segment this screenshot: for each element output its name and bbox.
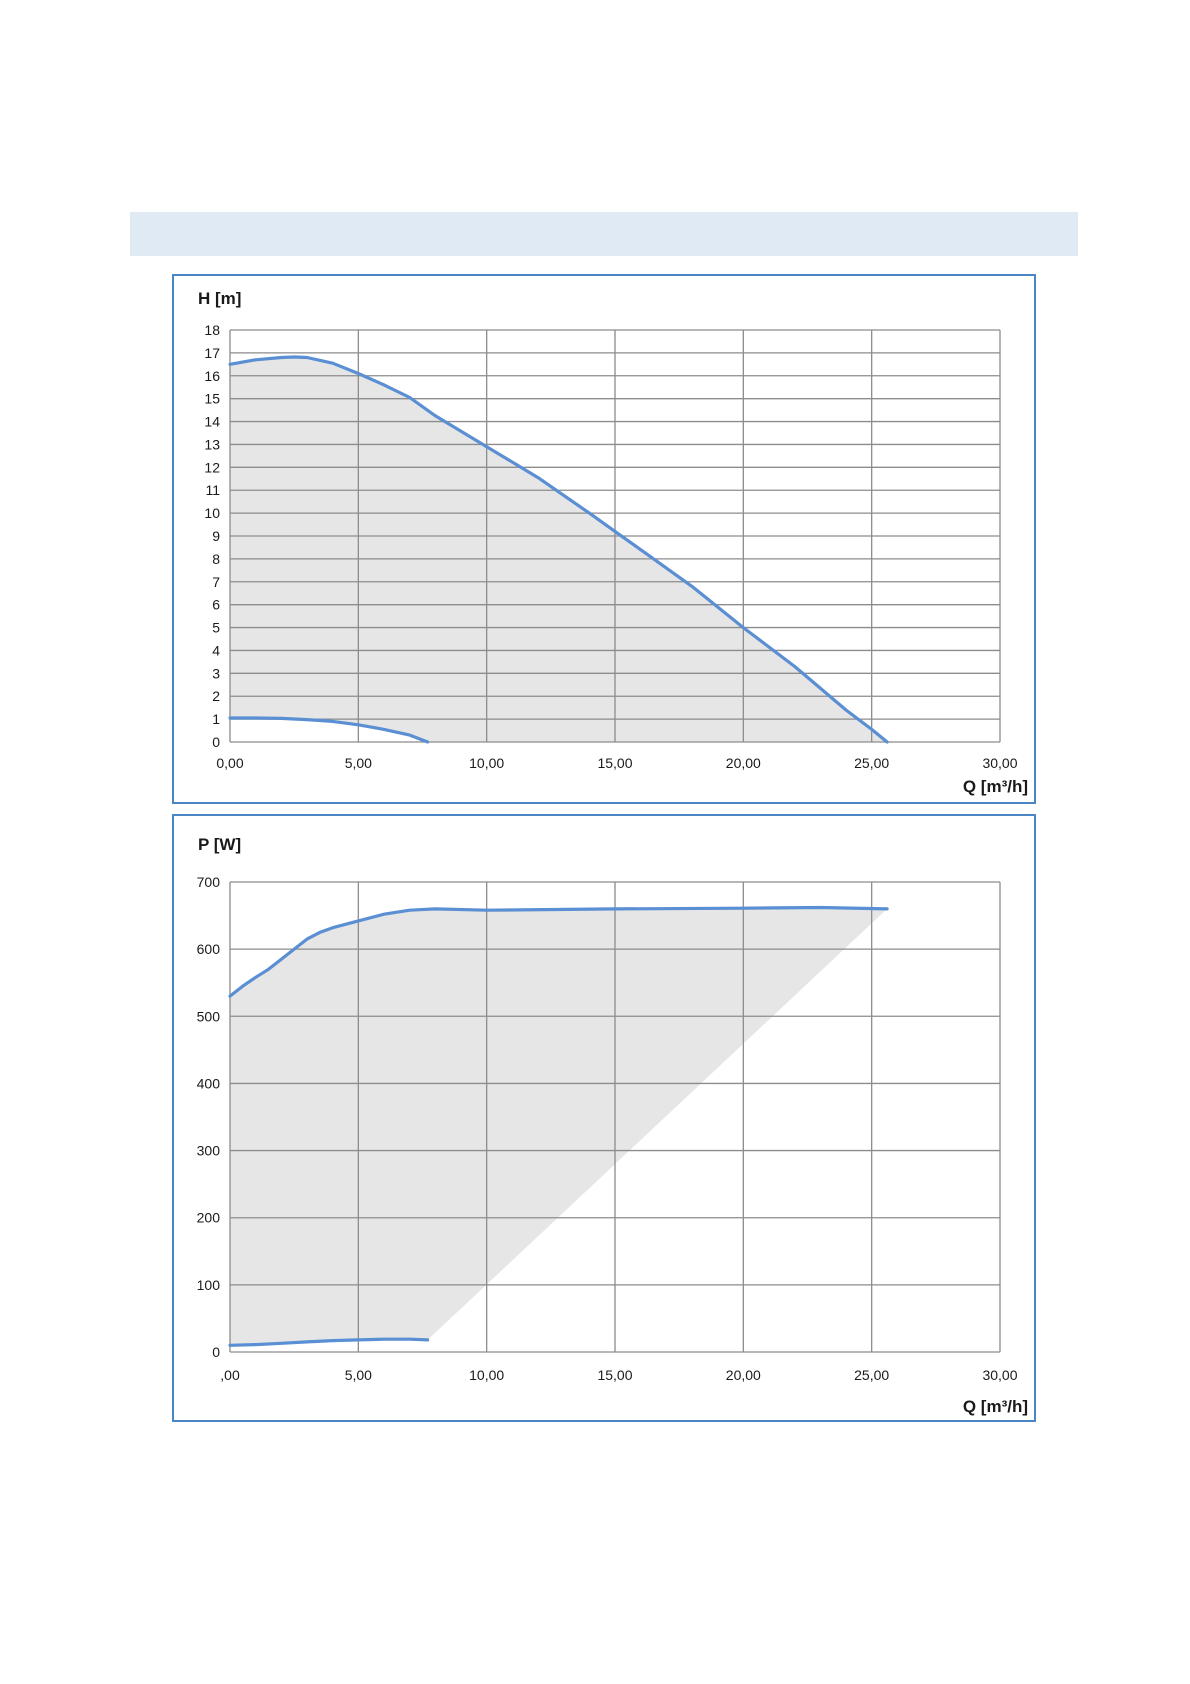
x-axis-title: Q [m³/h] bbox=[963, 1397, 1028, 1416]
y-tick-label: 10 bbox=[204, 505, 220, 521]
y-tick-label: 200 bbox=[197, 1210, 221, 1226]
x-tick-label: 20,00 bbox=[726, 1367, 761, 1383]
y-tick-label: 400 bbox=[197, 1075, 221, 1091]
y-axis-title: H [m] bbox=[198, 289, 241, 308]
y-tick-label: 16 bbox=[204, 368, 220, 384]
y-tick-label: 6 bbox=[212, 597, 220, 613]
head-flow-chart-panel: 0 1 2 3 4 5 6 7 8 9 10 11 12 13 14 15 16 17 18 0,00 5,00 10,0… bbox=[172, 274, 1036, 804]
x-tick-label: ,00 bbox=[220, 1367, 240, 1383]
y-tick-label: 8 bbox=[212, 551, 220, 567]
min-curve bbox=[228, 716, 430, 744]
x-axis-title: Q [m³/h] bbox=[963, 777, 1028, 796]
y-tick-label: 15 bbox=[204, 391, 220, 407]
y-tick-label: 5 bbox=[212, 620, 220, 636]
x-tick-label: 25,00 bbox=[854, 755, 889, 771]
y-tick-label: 100 bbox=[197, 1277, 221, 1293]
x-tick-label: 25,00 bbox=[854, 1367, 889, 1383]
x-tick-label: 15,00 bbox=[597, 1367, 632, 1383]
y-tick-label: 9 bbox=[212, 528, 220, 544]
x-tick-label: 10,00 bbox=[469, 755, 504, 771]
operating-area bbox=[230, 907, 888, 1346]
x-tick-label: 30,00 bbox=[982, 1367, 1017, 1383]
x-tick-label: 30,00 bbox=[982, 755, 1017, 771]
x-tick-label: 10,00 bbox=[469, 1367, 504, 1383]
power-flow-chart: 0 100 200 300 400 500 600 700 ,00 5,00 10,00 15,00 2… bbox=[197, 835, 1028, 1416]
section-header-band bbox=[130, 212, 1078, 256]
y-tick-label: 13 bbox=[204, 436, 220, 452]
x-tick-label: 20,00 bbox=[726, 755, 761, 771]
y-tick-label: 700 bbox=[197, 874, 221, 890]
y-tick-label: 1 bbox=[212, 711, 220, 727]
x-tick-label: 0,00 bbox=[216, 755, 243, 771]
y-tick-label: 11 bbox=[205, 482, 220, 498]
min-curve bbox=[228, 1337, 430, 1347]
x-tick-label: 5,00 bbox=[345, 755, 372, 771]
y-tick-label: 600 bbox=[197, 941, 221, 957]
max-curve bbox=[228, 905, 889, 998]
y-tick-label: 17 bbox=[204, 345, 220, 361]
max-curve bbox=[228, 355, 889, 744]
y-tick-label: 0 bbox=[212, 734, 220, 750]
operating-area bbox=[230, 357, 888, 742]
y-tick-label: 14 bbox=[204, 414, 220, 430]
y-tick-label: 18 bbox=[204, 322, 220, 338]
y-tick-label: 300 bbox=[197, 1143, 221, 1159]
y-tick-label: 3 bbox=[212, 665, 220, 681]
power-flow-chart-panel: 0 100 200 300 400 500 600 700 ,00 5,00 10,00 15,00 2… bbox=[172, 814, 1036, 1422]
y-tick-label: 12 bbox=[204, 459, 220, 475]
y-tick-label: 4 bbox=[212, 642, 220, 658]
x-tick-label: 15,00 bbox=[597, 755, 632, 771]
y-tick-label: 0 bbox=[212, 1344, 220, 1360]
y-tick-label: 2 bbox=[212, 688, 220, 704]
y-tick-label: 7 bbox=[212, 574, 220, 590]
y-axis-title: P [W] bbox=[198, 835, 241, 854]
y-tick-label: 500 bbox=[197, 1008, 221, 1024]
x-tick-label: 5,00 bbox=[345, 1367, 372, 1383]
